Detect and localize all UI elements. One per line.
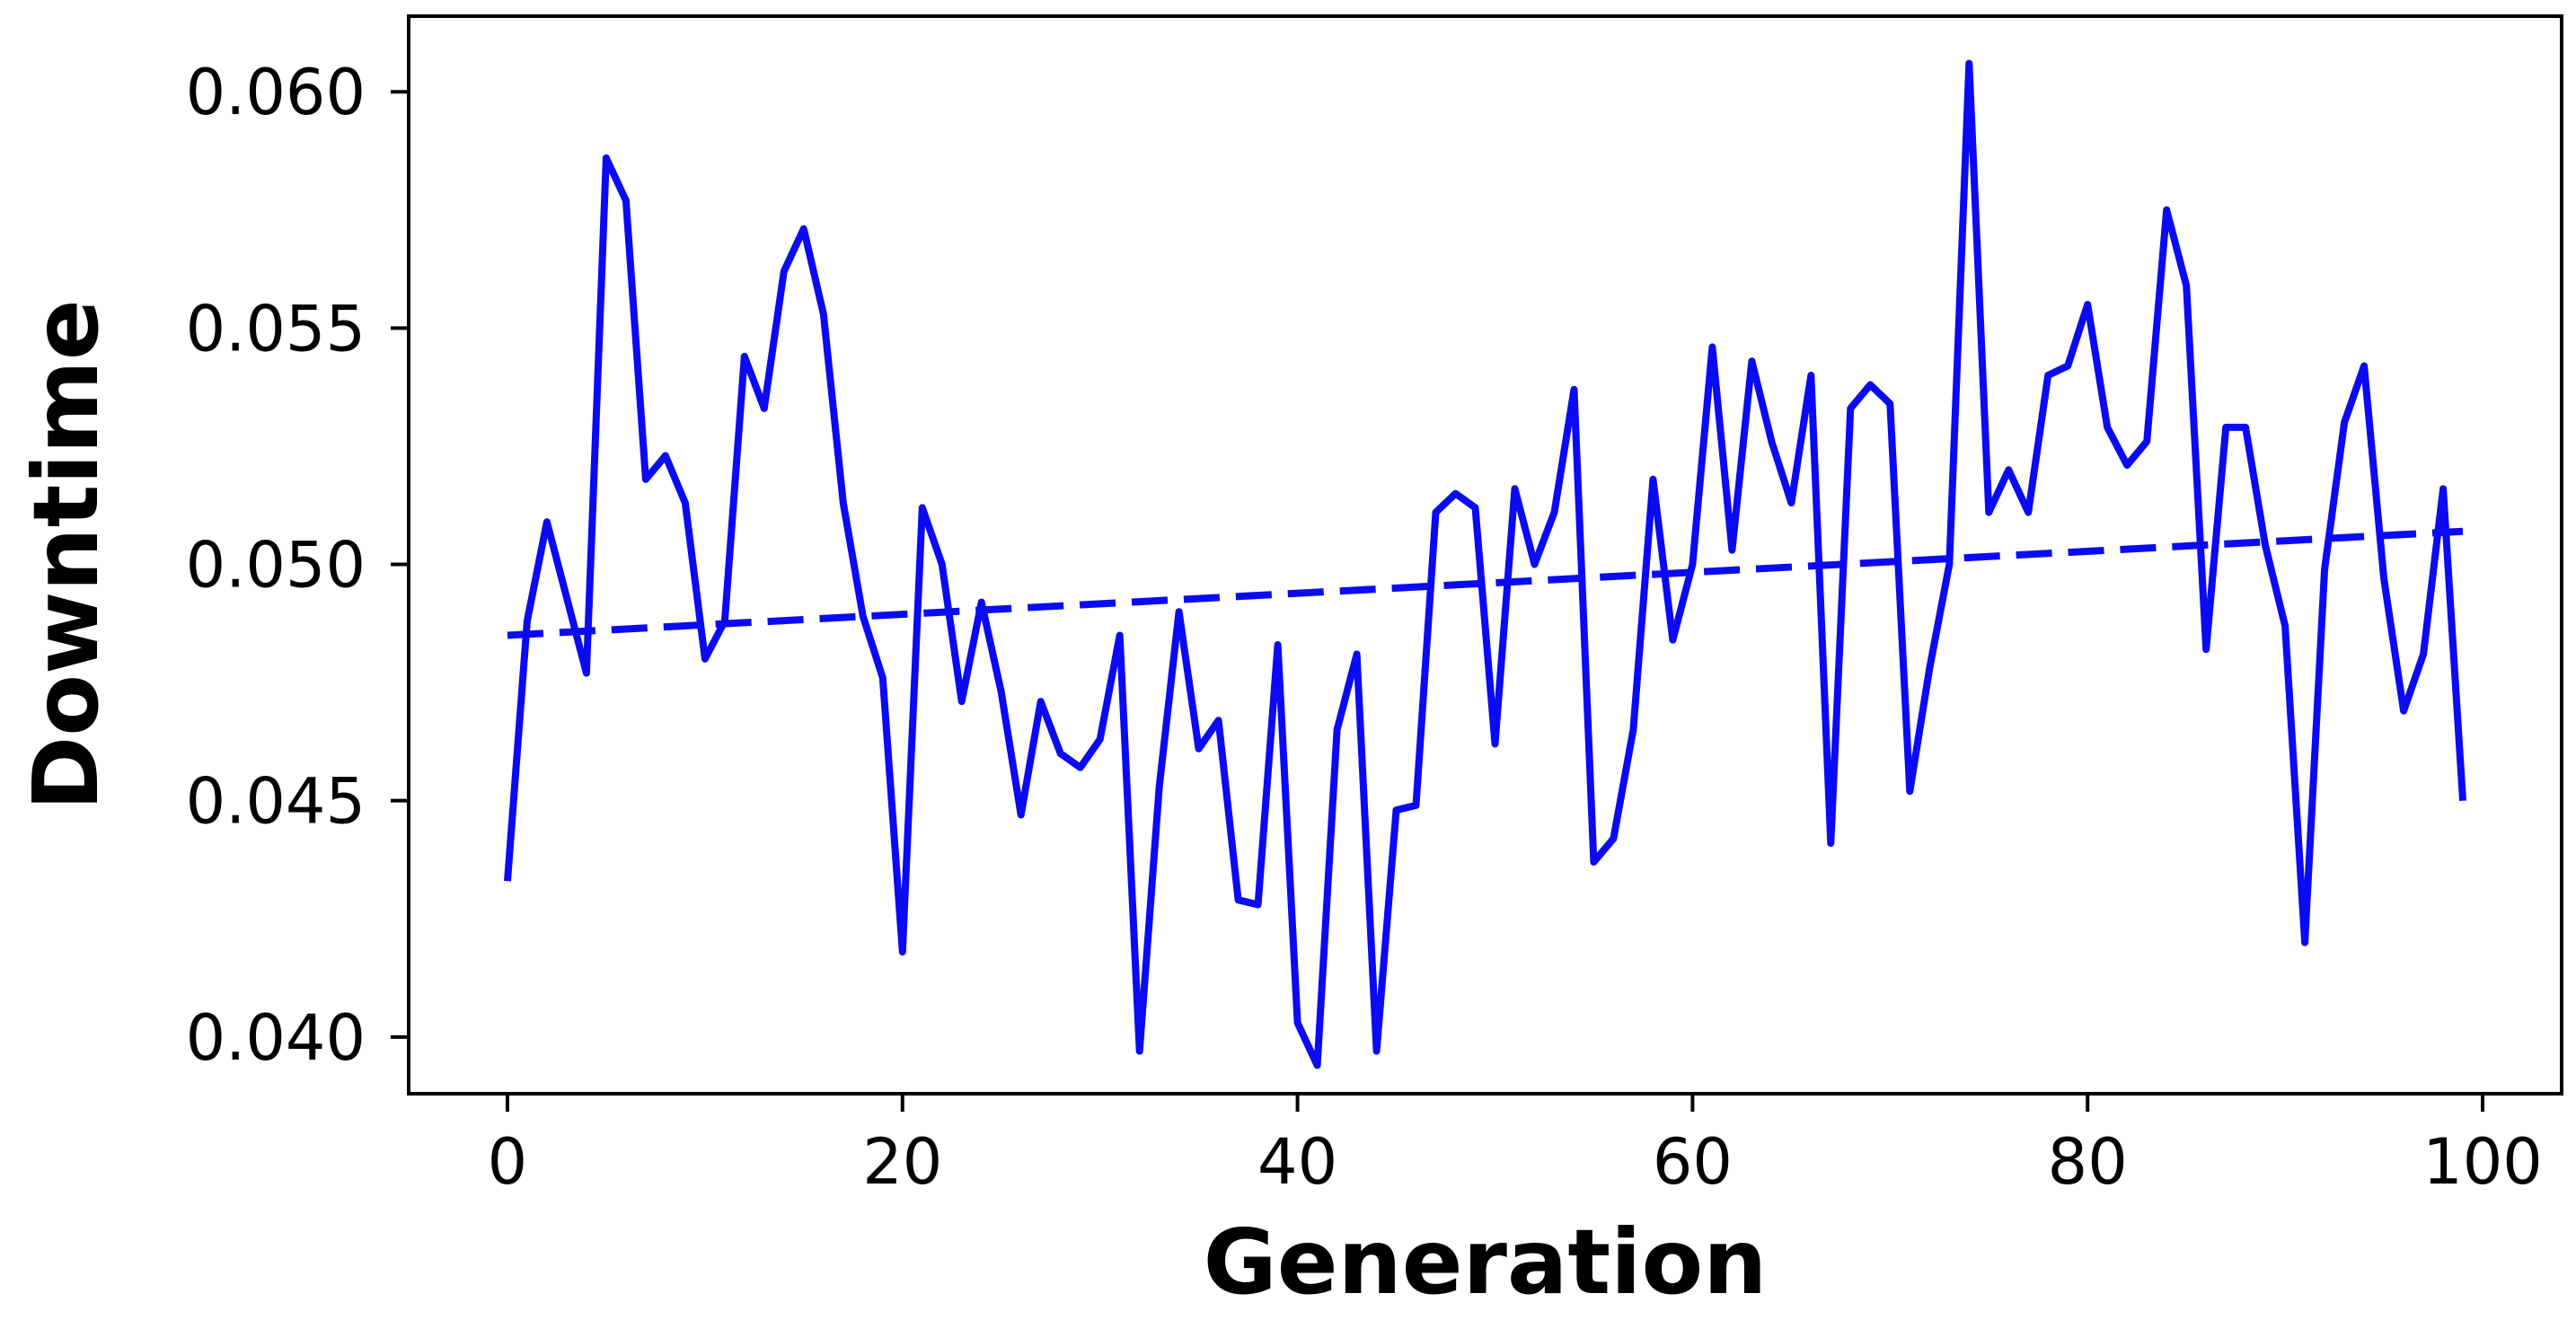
y-tick-label: 0.045: [186, 765, 366, 839]
axis-ticks: 0 20 40 60 80 100 0.040 0.045 0.050 0.055 0.060: [186, 56, 2543, 1199]
plot-frame: [407, 14, 2563, 1096]
x-tick-label: 0: [488, 1125, 528, 1199]
plot-marks: [504, 59, 2466, 1069]
x-axis-title: Generation: [1204, 1210, 1768, 1315]
y-axis-title: Downtime: [13, 299, 119, 810]
y-tick-label: 0.040: [186, 1001, 366, 1075]
x-tick-label: 100: [2422, 1125, 2543, 1199]
y-tick-label: 0.050: [186, 529, 366, 603]
x-tick-label: 20: [862, 1125, 942, 1199]
x-tick-label: 80: [2048, 1125, 2128, 1199]
downtime-series-line: [504, 59, 2466, 1069]
trend-line: [507, 527, 2464, 639]
y-tick-label: 0.060: [186, 56, 366, 129]
x-tick-label: 60: [1653, 1125, 1733, 1199]
y-tick-label: 0.055: [186, 292, 366, 365]
x-tick-label: 40: [1257, 1125, 1337, 1199]
